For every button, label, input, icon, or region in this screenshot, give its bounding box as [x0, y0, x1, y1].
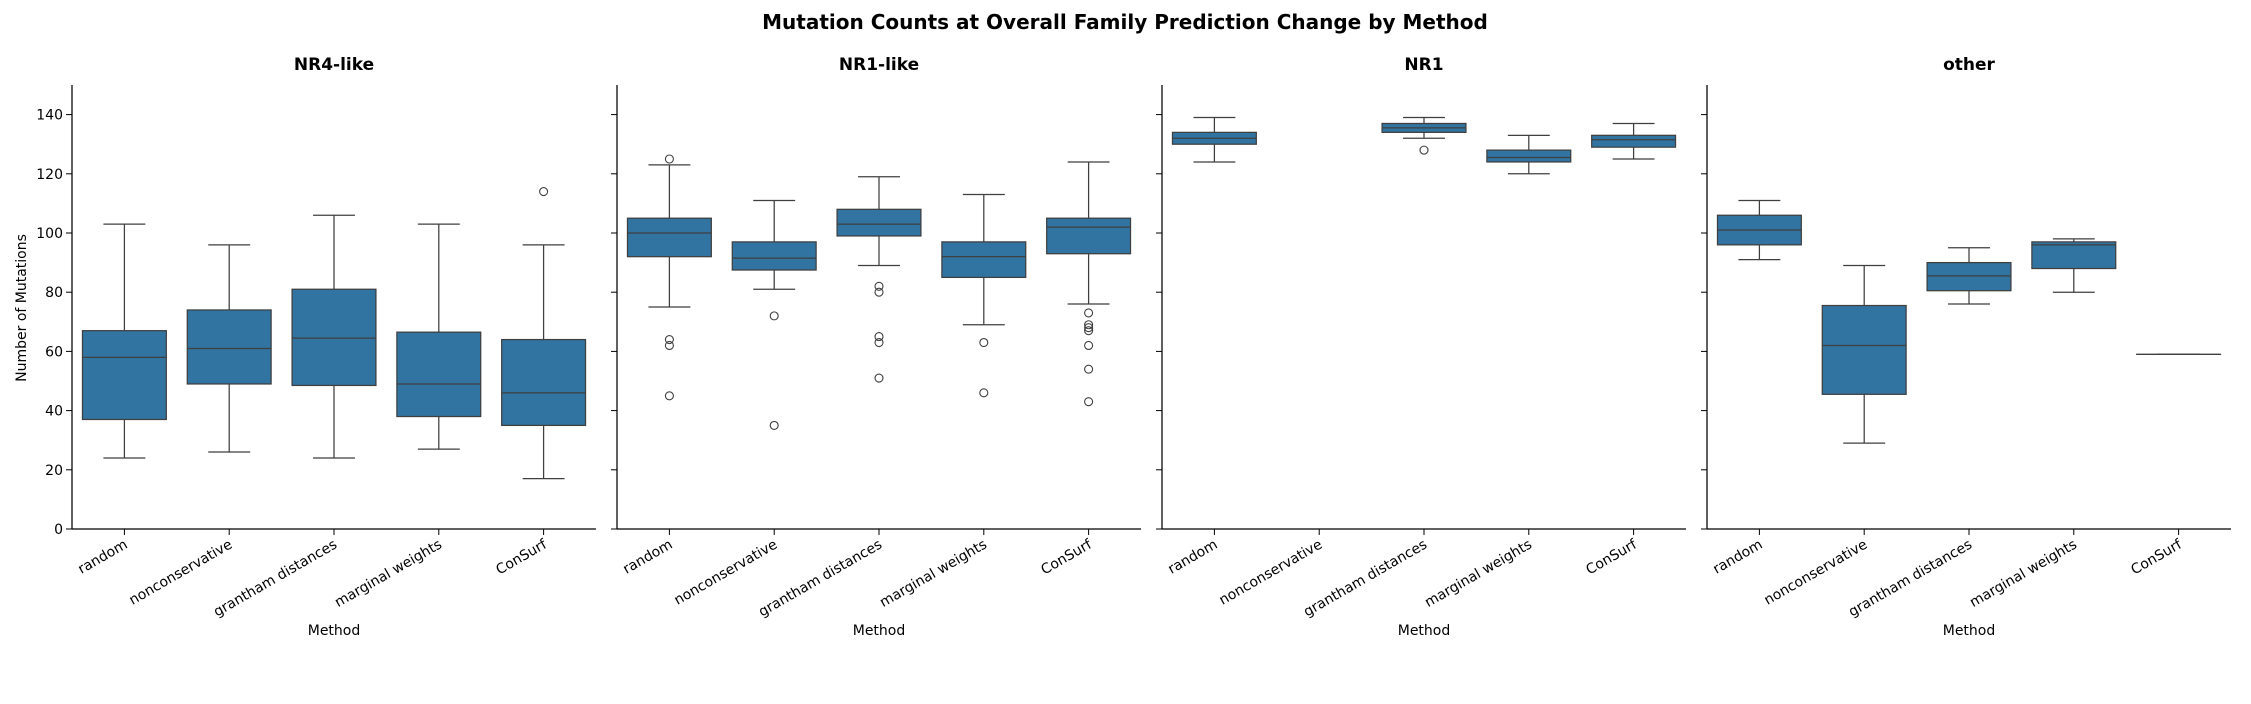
x-axis-label: Method [853, 623, 906, 639]
box-marginal-weights [1487, 135, 1571, 173]
box-random [1172, 118, 1256, 162]
outlier-point [875, 374, 883, 382]
box-body [397, 332, 481, 416]
x-tick-label-nonconservative: nonconservative [672, 537, 781, 609]
outlier-point [1085, 341, 1093, 349]
box-random [627, 155, 711, 400]
x-tick-label-consurf: ConSurf [2128, 536, 2185, 578]
box-random [82, 224, 166, 458]
box-nonconservative [187, 245, 271, 452]
box-body [1047, 218, 1131, 254]
chart-title: Mutation Counts at Overall Family Predic… [762, 10, 1488, 34]
box-grantham-distances [1382, 118, 1466, 155]
box-marginal-weights [942, 195, 1026, 397]
box-nonconservative [1822, 266, 1906, 444]
box-body [1927, 263, 2011, 291]
panel-title: other [1943, 55, 1995, 75]
x-tick-label-marginal-weights: marginal weights [332, 537, 445, 611]
y-tick-label: 140 [36, 108, 63, 124]
x-tick-label-nonconservative: nonconservative [1217, 537, 1326, 609]
box-random [1717, 200, 1801, 259]
x-tick-label-marginal-weights: marginal weights [877, 537, 990, 611]
panel-title: NR1-like [839, 55, 919, 75]
x-tick-label-random: random [1165, 537, 1220, 578]
box-consurf [1047, 162, 1131, 406]
outlier-point [875, 288, 883, 296]
outlier-point [875, 339, 883, 347]
box-nonconservative [732, 200, 816, 429]
box-body [942, 242, 1026, 278]
panels-layer: NR4-like020406080100120140randomnonconse… [36, 55, 2231, 639]
x-tick-label-consurf: ConSurf [493, 536, 550, 578]
x-axis-label: Method [308, 623, 361, 639]
outlier-point [1085, 365, 1093, 373]
outlier-point [665, 155, 673, 163]
y-tick-label: 60 [45, 344, 63, 360]
y-axis-label: Number of Mutations [14, 234, 30, 382]
x-tick-label-consurf: ConSurf [1583, 536, 1640, 578]
box-grantham-distances [837, 177, 921, 382]
outlier-point [770, 312, 778, 320]
box-consurf [1592, 123, 1676, 159]
box-body [627, 218, 711, 256]
box-body [2032, 242, 2116, 269]
outlier-point [665, 341, 673, 349]
panel-nr4-like: NR4-like 0 20 40 60 80 100 120 140 randomnonconse… [36, 55, 596, 639]
y-tick-label: 40 [45, 404, 63, 420]
box-body [187, 310, 271, 384]
outlier-point [770, 421, 778, 429]
outlier-point [1420, 146, 1428, 154]
outlier-point [665, 392, 673, 400]
x-axis-label: Method [1943, 623, 1996, 639]
outlier-point [1085, 309, 1093, 317]
panel-title: NR4-like [294, 55, 374, 75]
box-body [1822, 306, 1906, 395]
x-tick-label-marginal-weights: marginal weights [1422, 537, 1535, 611]
x-axis-label: Method [1398, 623, 1451, 639]
x-tick-label-random: random [75, 537, 130, 578]
box-body [1487, 150, 1571, 162]
y-tick-label: 20 [45, 463, 63, 479]
x-tick-label-nonconservative: nonconservative [127, 537, 236, 609]
x-tick-label-marginal-weights: marginal weights [1967, 537, 2080, 611]
x-tick-label-consurf: ConSurf [1038, 536, 1095, 578]
box-grantham-distances [292, 215, 376, 458]
box-body [82, 331, 166, 420]
panel-title: NR1 [1404, 55, 1443, 75]
box-body [292, 289, 376, 385]
box-body [837, 209, 921, 236]
outlier-point [1085, 398, 1093, 406]
box-body [732, 242, 816, 270]
y-tick-label: 100 [36, 226, 63, 242]
y-tick-label: 80 [45, 285, 63, 301]
outlier-point [540, 188, 548, 196]
y-tick-label: 120 [36, 167, 63, 183]
box-consurf [502, 188, 586, 479]
box-body [502, 340, 586, 426]
x-tick-label-nonconservative: nonconservative [1762, 537, 1871, 609]
box-marginal-weights [397, 224, 481, 449]
y-tick-label: 0 [54, 522, 63, 538]
outlier-point [980, 389, 988, 397]
box-marginal-weights [2032, 239, 2116, 292]
box-grantham-distances [1927, 248, 2011, 304]
x-tick-label-random: random [1710, 537, 1765, 578]
x-tick-label-random: random [620, 537, 675, 578]
outlier-point [980, 339, 988, 347]
box-body [1592, 135, 1676, 147]
